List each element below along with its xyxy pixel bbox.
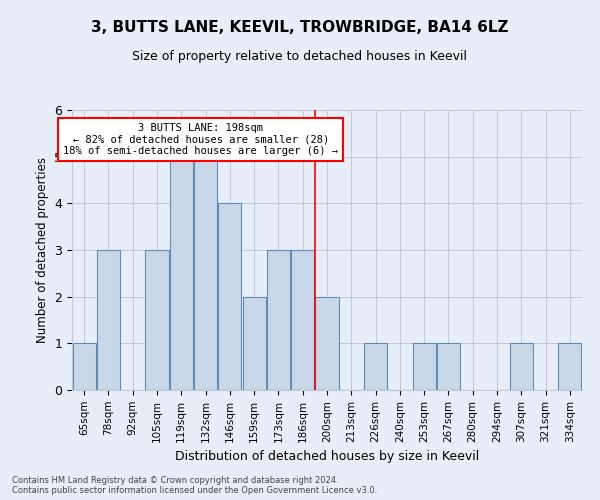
Bar bbox=[73, 344, 95, 390]
Bar bbox=[510, 344, 533, 390]
Bar bbox=[97, 250, 120, 390]
Text: 3 BUTTS LANE: 198sqm
← 82% of detached houses are smaller (28)
18% of semi-detac: 3 BUTTS LANE: 198sqm ← 82% of detached h… bbox=[63, 123, 338, 156]
Bar bbox=[291, 250, 314, 390]
Bar bbox=[194, 156, 217, 390]
X-axis label: Distribution of detached houses by size in Keevil: Distribution of detached houses by size … bbox=[175, 450, 479, 463]
Bar bbox=[170, 156, 193, 390]
Text: Size of property relative to detached houses in Keevil: Size of property relative to detached ho… bbox=[133, 50, 467, 63]
Bar bbox=[218, 204, 241, 390]
Bar bbox=[437, 344, 460, 390]
Y-axis label: Number of detached properties: Number of detached properties bbox=[36, 157, 49, 343]
Bar bbox=[559, 344, 581, 390]
Bar bbox=[364, 344, 387, 390]
Bar bbox=[242, 296, 266, 390]
Bar bbox=[316, 296, 338, 390]
Bar bbox=[413, 344, 436, 390]
Text: 3, BUTTS LANE, KEEVIL, TROWBRIDGE, BA14 6LZ: 3, BUTTS LANE, KEEVIL, TROWBRIDGE, BA14 … bbox=[91, 20, 509, 35]
Bar bbox=[145, 250, 169, 390]
Text: Contains HM Land Registry data © Crown copyright and database right 2024.
Contai: Contains HM Land Registry data © Crown c… bbox=[12, 476, 377, 495]
Bar bbox=[267, 250, 290, 390]
